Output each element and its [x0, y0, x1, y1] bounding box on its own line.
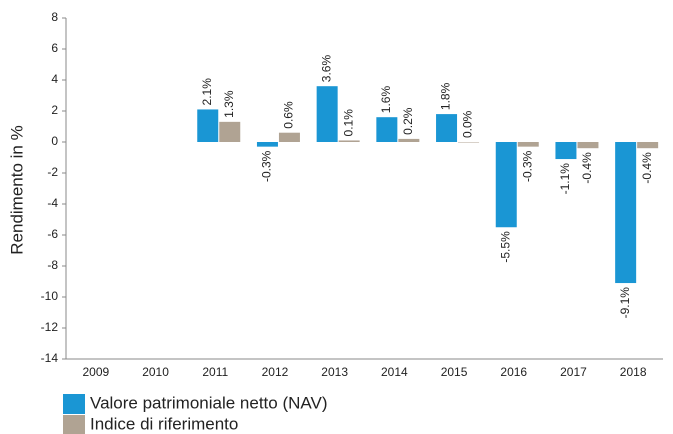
bar — [577, 142, 599, 149]
x-tick-label: 2013 — [321, 365, 348, 379]
y-tick-label: 8 — [51, 10, 58, 24]
x-tick-label: 2017 — [560, 365, 587, 379]
x-tick-label: 2009 — [82, 365, 109, 379]
data-label: 0.2% — [401, 107, 415, 135]
bar — [495, 142, 517, 228]
y-tick-label: -8 — [47, 258, 58, 272]
y-tick-label: 6 — [51, 41, 58, 55]
data-label: 0.0% — [461, 110, 475, 138]
bar — [398, 138, 420, 142]
bar — [197, 109, 219, 142]
legend-label: Valore patrimoniale netto (NAV) — [90, 393, 327, 412]
y-tick-label: 0 — [51, 134, 58, 148]
y-tick-label: -2 — [47, 165, 58, 179]
x-tick-label: 2012 — [262, 365, 289, 379]
bar — [637, 142, 659, 149]
y-tick-label: -10 — [41, 289, 59, 303]
bar — [555, 142, 577, 160]
bar — [436, 114, 458, 142]
x-tick-label: 2014 — [381, 365, 408, 379]
x-tick-label: 2010 — [142, 365, 169, 379]
x-tick-label: 2016 — [500, 365, 527, 379]
bar — [615, 142, 637, 284]
data-label: 2.1% — [200, 78, 214, 106]
data-label: 3.6% — [319, 55, 333, 83]
data-label: -0.4% — [640, 152, 654, 184]
x-tick-label: 2015 — [441, 365, 468, 379]
bar — [517, 142, 539, 147]
bar — [278, 132, 300, 142]
bar — [458, 142, 480, 143]
data-label: 0.6% — [282, 101, 296, 129]
y-tick-label: -6 — [47, 227, 58, 241]
y-tick-label: 2 — [51, 103, 58, 117]
y-axis-label: Rendimento in % — [7, 125, 26, 254]
bar — [338, 140, 360, 142]
data-label: -0.3% — [520, 150, 534, 182]
data-label: 1.3% — [222, 90, 236, 118]
legend-label: Indice di riferimento — [90, 414, 238, 433]
bar — [219, 121, 241, 142]
bar — [256, 142, 278, 147]
legend-swatch — [63, 415, 85, 434]
bar — [376, 117, 398, 142]
y-tick-label: 4 — [51, 72, 58, 86]
y-tick-label: -14 — [41, 351, 59, 365]
legend-swatch — [63, 394, 85, 414]
data-label: 1.6% — [379, 86, 393, 114]
x-tick-label: 2018 — [620, 365, 647, 379]
data-label: 0.1% — [341, 109, 355, 137]
data-label: 1.8% — [439, 82, 453, 110]
x-tick-label: 2011 — [202, 365, 228, 379]
y-tick-label: -12 — [41, 320, 59, 334]
data-label: -0.3% — [260, 150, 274, 182]
data-label: -1.1% — [558, 163, 572, 195]
bar — [316, 86, 338, 142]
data-label: -5.5% — [498, 231, 512, 263]
data-label: -0.4% — [580, 152, 594, 184]
data-label: -9.1% — [618, 287, 632, 319]
y-tick-label: -4 — [47, 196, 58, 210]
